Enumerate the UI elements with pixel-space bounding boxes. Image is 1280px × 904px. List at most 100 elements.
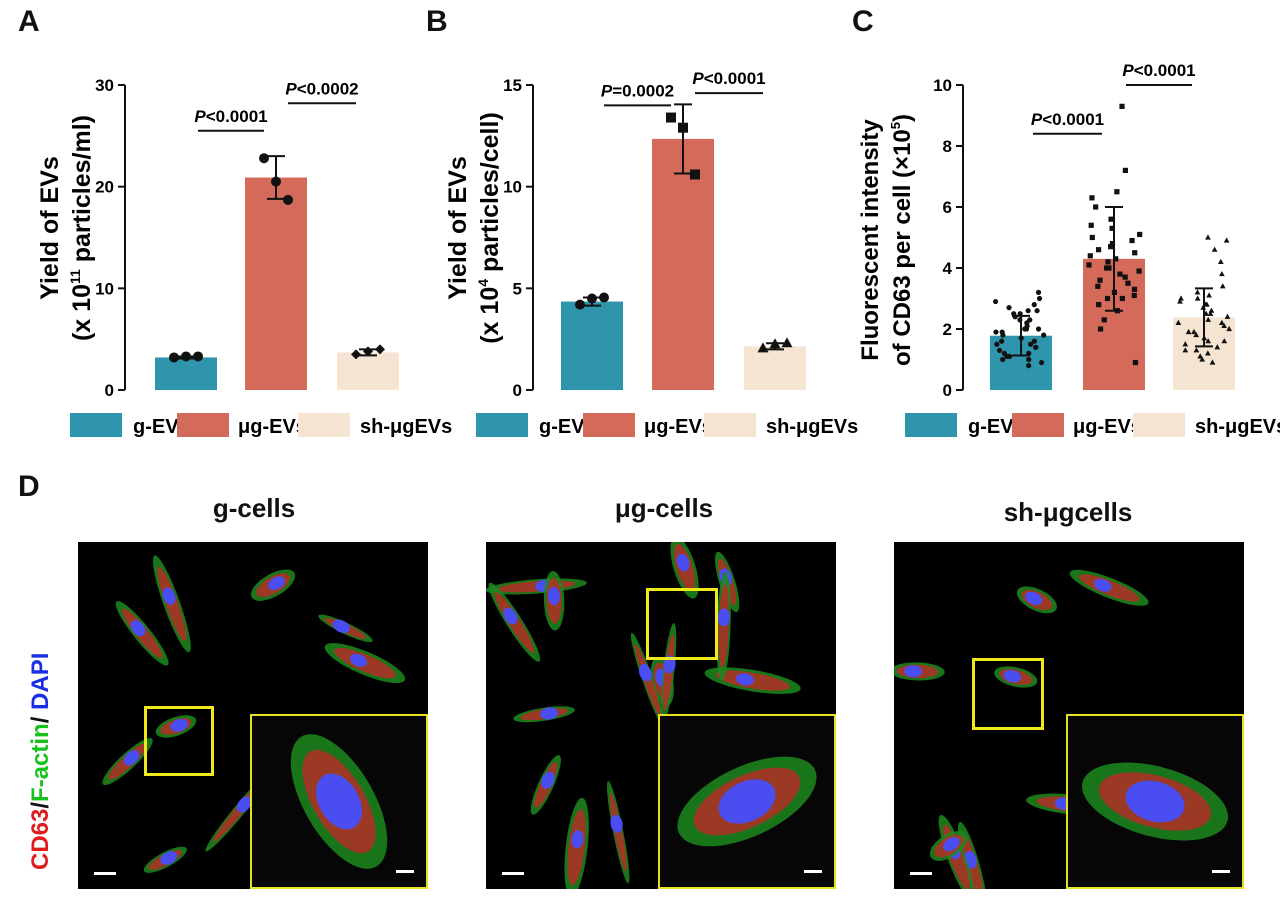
data-point: [1033, 344, 1039, 350]
data-point: [1191, 328, 1197, 335]
panel-letter-a: A: [18, 5, 40, 38]
data-point: [1204, 301, 1210, 307]
y-tick-label: 5: [513, 279, 522, 298]
cell: [102, 737, 153, 786]
nucleus: [268, 576, 285, 591]
data-point: [1226, 325, 1233, 332]
data-point: [1087, 253, 1093, 259]
legend-label-g: g-EVs: [133, 416, 190, 438]
data-point: [1119, 103, 1125, 109]
cell: [1081, 762, 1229, 841]
data-point: [1108, 216, 1114, 222]
data-point: [1028, 341, 1034, 347]
data-point: [1089, 234, 1095, 241]
cell: [324, 643, 406, 684]
micrograph-g-cells: [78, 542, 428, 889]
data-point: [1093, 204, 1099, 210]
legend-c: g-EVs μg-EVs sh-μgEVs: [905, 413, 1280, 438]
legend-b: g-EVs μg-EVs sh-μgEVs: [476, 413, 858, 438]
data-point: [1193, 331, 1200, 338]
data-point: [781, 337, 793, 348]
cell: [543, 570, 565, 631]
label-dapi: DAPI: [27, 653, 52, 717]
data-point: [1025, 308, 1031, 314]
nucleus: [162, 587, 176, 605]
cell: [318, 614, 373, 643]
cell: [994, 666, 1038, 688]
data-point: [1221, 338, 1228, 344]
data-point: [1109, 241, 1116, 247]
label-cd63: CD63: [27, 809, 52, 870]
chart-c-ylabel: Fluorescent intensity of CD63 per cell (…: [857, 114, 916, 366]
data-point: [1214, 344, 1221, 350]
legends: g-EVs μg-EVs sh-μgEVs g-EVs μg-EVs sh-μg…: [70, 413, 1280, 438]
data-point: [169, 352, 179, 363]
data-point: [1114, 189, 1120, 195]
data-point: [1207, 310, 1214, 316]
data-point: [599, 292, 609, 303]
nucleus: [170, 718, 188, 732]
data-point: [1117, 271, 1123, 277]
scale-bar: [94, 872, 116, 875]
y-tick-label: 0: [105, 381, 114, 400]
data-point: [1006, 353, 1013, 360]
bar-g-EVs: [561, 301, 623, 390]
svg-text:Yield of EVs: Yield of EVs: [36, 156, 64, 300]
data-point: [1035, 326, 1042, 332]
data-point: [994, 341, 1000, 347]
cell: [630, 632, 666, 728]
legend-label-mu: μg-EVs: [238, 416, 307, 438]
data-point: [1026, 356, 1032, 363]
y-tick-label: 10: [95, 279, 114, 298]
data-point: [1122, 274, 1128, 280]
inset-cell: [677, 756, 817, 847]
legend-swatch-g: [476, 413, 528, 437]
image-title-g-cells: g-cells: [212, 493, 296, 523]
chart-a-plot: 0 10 20 30 P<0.0001 P<0.0002: [95, 76, 399, 400]
data-point: [1132, 250, 1138, 256]
data-point: [1000, 356, 1006, 363]
cell: [152, 555, 191, 653]
cell: [606, 780, 630, 884]
data-point: [1205, 350, 1211, 356]
data-point: [1224, 313, 1231, 319]
y-tick-label: 8: [943, 137, 952, 156]
chart-a-ylabel: Yield of EVs (x 1011 particles/ml): [36, 115, 96, 341]
nucleus: [1094, 578, 1112, 592]
image-title-mug-cells: μg-cells: [614, 493, 714, 523]
p-value-label: P<0.0001: [194, 107, 267, 126]
data-point: [1182, 341, 1189, 347]
zoom-inset: [1066, 714, 1244, 889]
bar-sh-μgEVs: [744, 346, 806, 390]
data-point: [992, 298, 999, 305]
data-point: [1193, 347, 1200, 353]
bar-g-EVs: [155, 357, 217, 390]
chart-b-ylabel: Yield of EVs (x 104 particles/cell): [444, 112, 504, 344]
inset-cell: [1081, 762, 1229, 841]
data-point: [1086, 262, 1092, 268]
y-tick-label: 2: [943, 320, 952, 339]
zoom-selection-box: [972, 658, 1044, 730]
zoom-selection-box: [144, 706, 214, 776]
data-point: [1036, 295, 1043, 302]
data-point: [1194, 289, 1201, 295]
scale-bar: [804, 870, 822, 873]
data-point: [1199, 356, 1206, 362]
data-point: [1197, 353, 1204, 359]
legend-swatch-sh: [298, 413, 350, 437]
cell: [488, 582, 541, 662]
nucleus: [1125, 780, 1185, 823]
image-title-sh-mugcells: sh-μgcells: [1003, 497, 1133, 527]
nucleus: [123, 750, 140, 766]
cell: [250, 569, 296, 601]
nucleus: [541, 771, 555, 789]
y-tick-label: 6: [943, 198, 952, 217]
data-point: [1206, 292, 1212, 298]
svg-text:(x 1011 particles/ml): (x 1011 particles/ml): [67, 115, 96, 341]
p-value-label: P<0.0001: [1122, 61, 1195, 80]
data-point: [1027, 317, 1033, 323]
micrograph-mug-cells: [486, 542, 836, 889]
nucleus: [638, 663, 652, 682]
data-point: [690, 169, 700, 180]
data-point: [1106, 265, 1112, 271]
